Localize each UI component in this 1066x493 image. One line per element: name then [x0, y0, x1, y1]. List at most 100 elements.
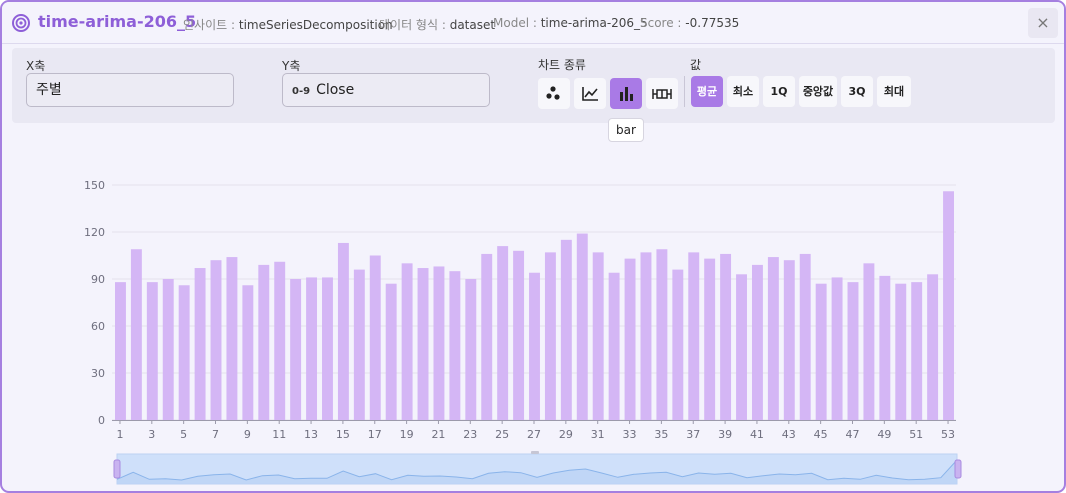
bar[interactable]	[720, 253, 732, 420]
bar[interactable]	[322, 277, 333, 420]
close-button[interactable]: ×	[1028, 8, 1058, 38]
bar[interactable]	[385, 283, 397, 420]
bar[interactable]	[353, 269, 365, 420]
bar[interactable]	[799, 253, 811, 420]
chart-type-label: 차트 종류	[538, 58, 586, 72]
x-tick-label: 19	[400, 428, 414, 441]
bar[interactable]	[401, 263, 413, 420]
bar[interactable]	[162, 279, 174, 420]
bar[interactable]	[290, 279, 302, 420]
format-meta: 데이터 형식 : dataset	[379, 16, 495, 33]
bar[interactable]	[656, 249, 668, 420]
value-mean-button[interactable]: 평균	[691, 76, 723, 107]
bar[interactable]	[433, 266, 445, 420]
bar[interactable]	[146, 282, 158, 420]
bar[interactable]	[672, 269, 684, 420]
x-tick-label: 31	[591, 428, 605, 441]
x-tick-label: 49	[877, 428, 891, 441]
dialog-header: time-arima-206_5 인사이트 : timeSeriesDecomp…	[2, 2, 1064, 44]
bar[interactable]	[465, 279, 477, 420]
bar[interactable]	[369, 255, 381, 421]
zoom-handle-left[interactable]	[113, 459, 121, 479]
y-tick-label: 150	[84, 179, 105, 192]
y-tick-label: 60	[91, 320, 105, 333]
bar[interactable]	[242, 285, 254, 420]
y-tick-label: 30	[91, 367, 105, 380]
y-axis-label: Y축	[282, 59, 301, 73]
bar[interactable]	[417, 268, 429, 420]
bar[interactable]	[194, 268, 206, 420]
bar[interactable]	[592, 252, 604, 420]
zoom-drag-grip[interactable]	[531, 451, 539, 454]
value-q1-button[interactable]: 1Q	[763, 76, 795, 107]
x-tick-label: 5	[180, 428, 187, 441]
bar[interactable]	[130, 249, 142, 420]
value-q3-button[interactable]: 3Q	[841, 76, 873, 107]
bar[interactable]	[481, 253, 493, 420]
bar[interactable]	[847, 282, 859, 420]
page-title: time-arima-206_5	[38, 12, 197, 31]
bar[interactable]	[895, 283, 907, 420]
x-tick-label: 27	[527, 428, 541, 441]
boxplot-icon	[652, 89, 672, 99]
chart-type-line-button[interactable]	[574, 78, 606, 109]
bar[interactable]	[624, 258, 636, 420]
model-key: Model :	[493, 16, 537, 30]
value-min-button[interactable]: 최소	[727, 76, 759, 107]
x-tick-label: 43	[782, 428, 796, 441]
value-max-button[interactable]: 최대	[877, 76, 911, 107]
bar[interactable]	[576, 233, 588, 420]
bar[interactable]	[226, 257, 238, 420]
format-value: dataset	[449, 18, 496, 32]
bar[interactable]	[736, 274, 747, 420]
bar[interactable]	[274, 261, 286, 420]
value-label: 값	[690, 58, 702, 72]
y-tick-label: 90	[91, 273, 105, 286]
toolbar-divider	[684, 76, 685, 107]
insight-value: timeSeriesDecomposition	[238, 18, 393, 32]
bar[interactable]	[704, 258, 716, 420]
bar[interactable]	[879, 275, 891, 420]
bar[interactable]	[497, 246, 509, 420]
bar[interactable]	[911, 282, 923, 420]
bar[interactable]	[178, 285, 190, 420]
bar[interactable]	[544, 252, 556, 420]
bar[interactable]	[337, 242, 349, 420]
x-tick-label: 25	[495, 428, 509, 441]
bar[interactable]	[449, 271, 461, 420]
x-axis-select[interactable]: 주별	[26, 73, 234, 107]
bar[interactable]	[783, 260, 795, 420]
value-median-button[interactable]: 중앙값	[799, 76, 837, 107]
bar[interactable]	[815, 283, 827, 420]
y-axis-select[interactable]: 0-9 Close	[282, 73, 490, 107]
bar[interactable]	[927, 274, 939, 420]
bar[interactable]	[529, 272, 540, 420]
chart-type-scatter-button[interactable]	[538, 78, 570, 109]
bar[interactable]	[751, 264, 763, 420]
x-tick-label: 45	[814, 428, 828, 441]
bar[interactable]	[688, 252, 700, 420]
bar[interactable]	[831, 277, 843, 420]
line-chart-icon	[582, 87, 598, 101]
bar[interactable]	[767, 257, 779, 420]
x-tick-label: 3	[148, 428, 155, 441]
bar[interactable]	[210, 260, 222, 420]
bar[interactable]	[258, 264, 270, 420]
close-icon: ×	[1036, 13, 1050, 32]
bar[interactable]	[943, 191, 954, 420]
bar[interactable]	[115, 282, 126, 420]
bar[interactable]	[513, 250, 525, 420]
chart-type-boxplot-button[interactable]	[646, 78, 678, 109]
chart-type-bar-button[interactable]	[610, 78, 642, 109]
x-tick-label: 33	[623, 428, 637, 441]
bar[interactable]	[863, 263, 875, 420]
bar[interactable]	[608, 272, 620, 420]
bar[interactable]	[560, 239, 572, 420]
bar[interactable]	[640, 252, 652, 420]
model-meta: Model : time-arima-206_5	[493, 16, 648, 30]
zoom-handle-right[interactable]	[954, 459, 962, 479]
zoom-slider-line	[116, 459, 958, 481]
bar[interactable]	[306, 277, 318, 420]
bar-chart-icon	[620, 87, 633, 101]
